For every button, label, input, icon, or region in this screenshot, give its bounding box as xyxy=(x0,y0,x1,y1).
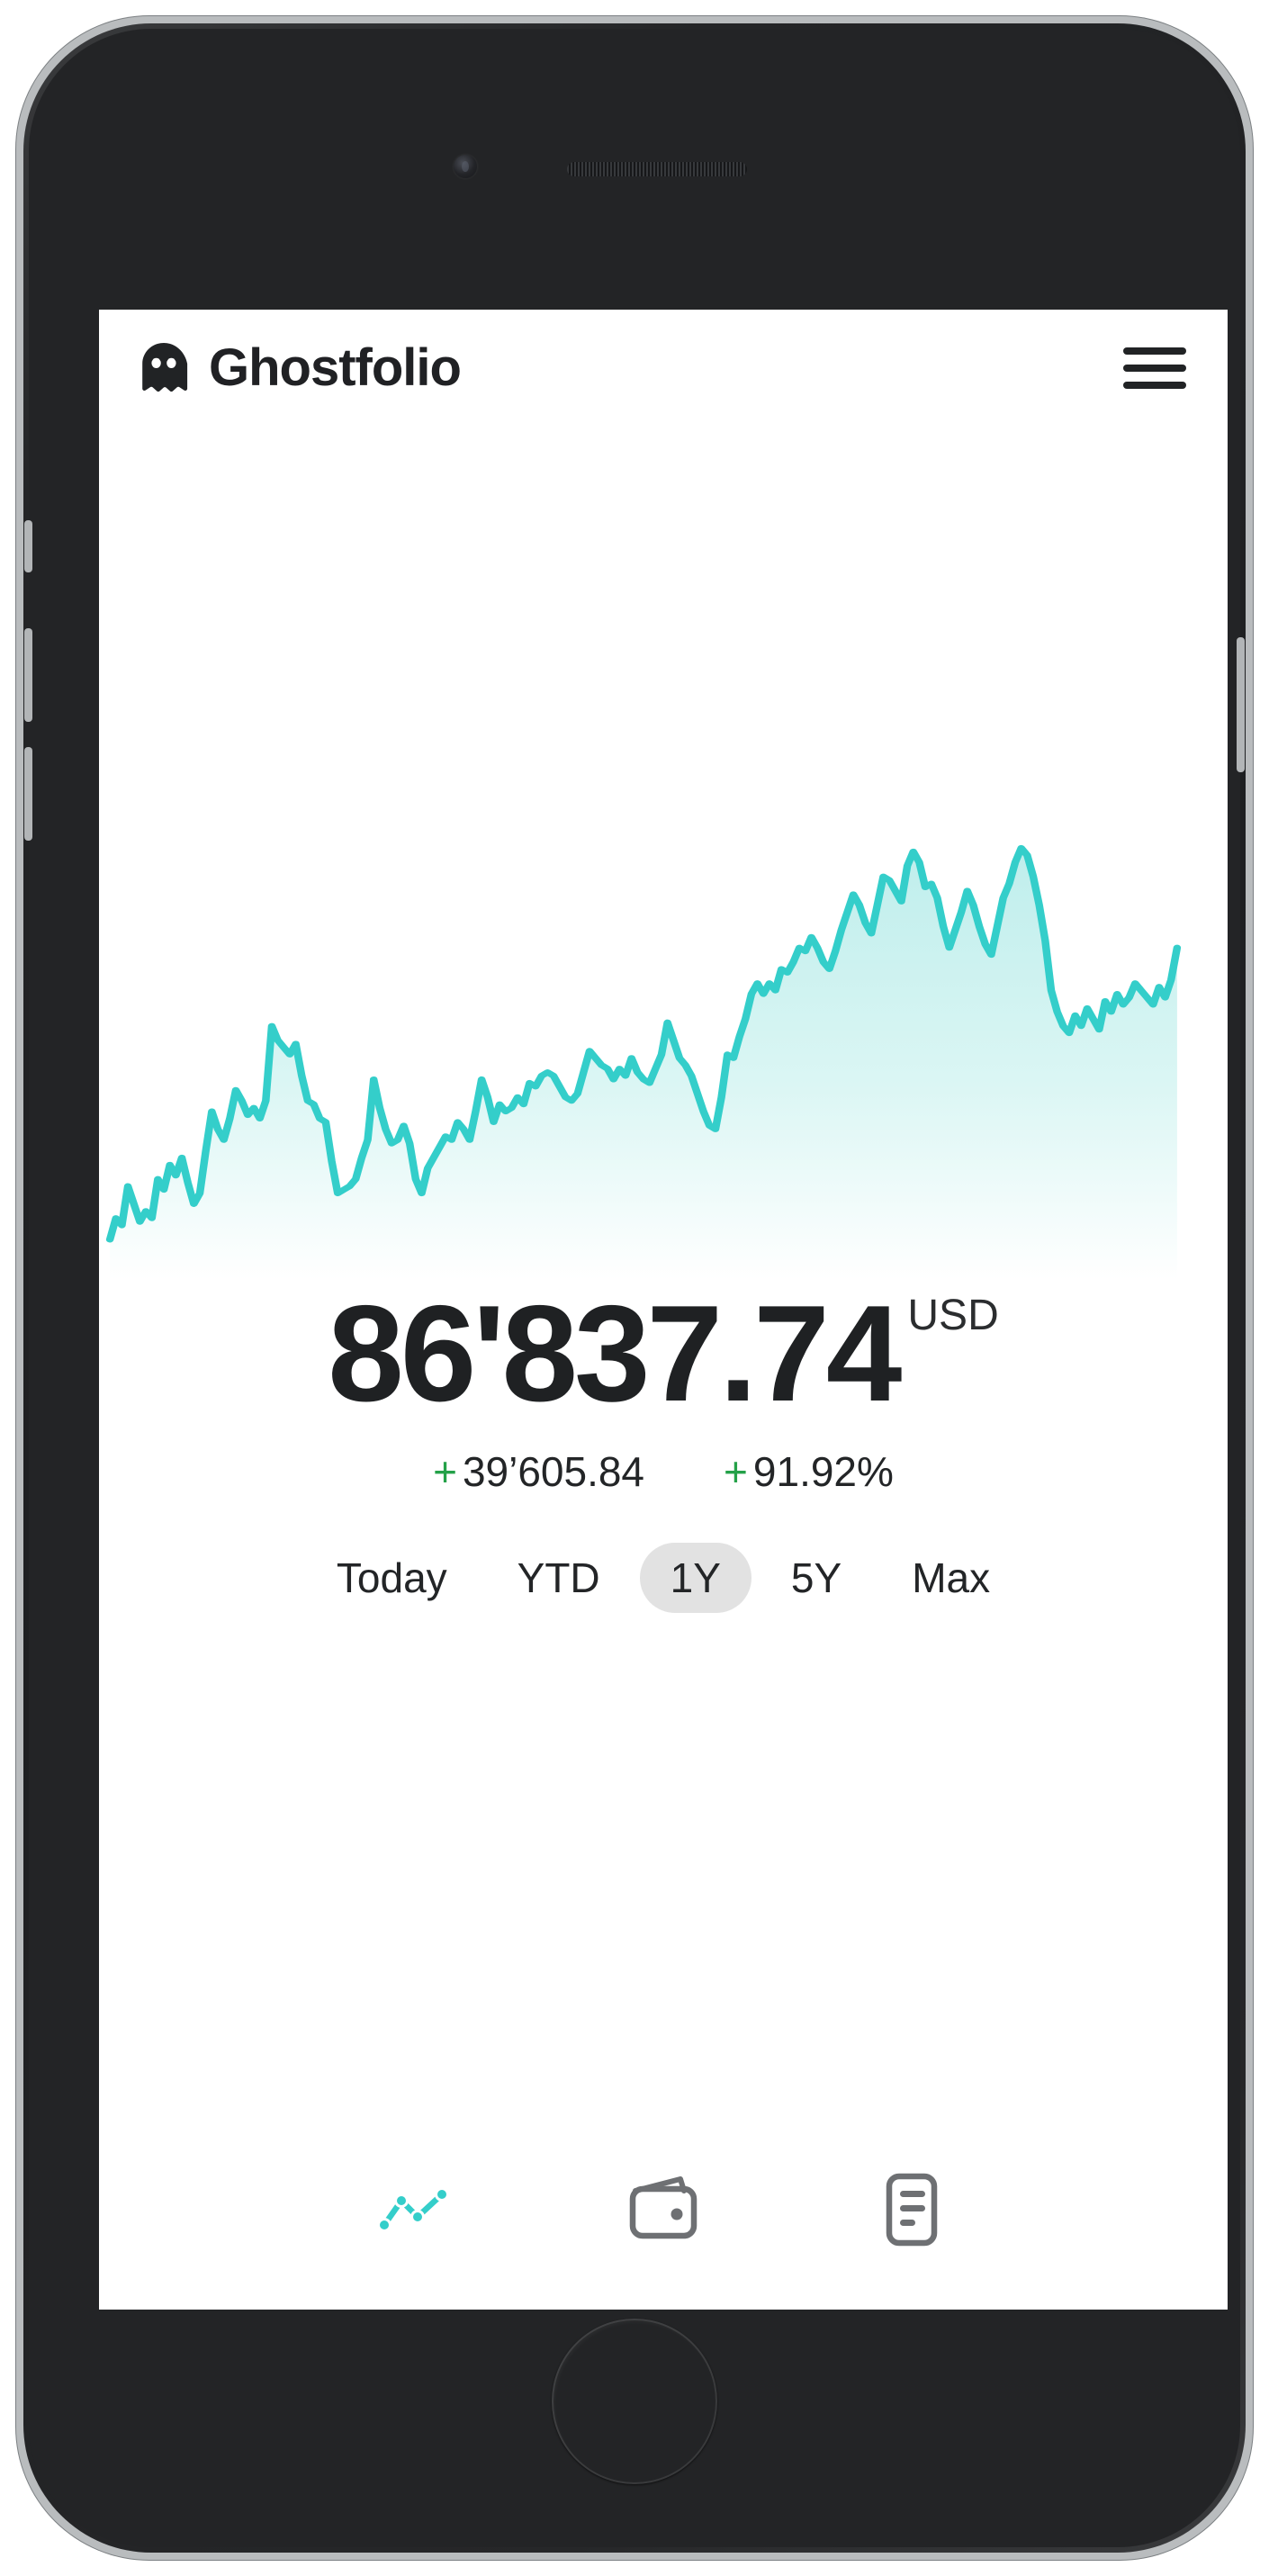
percent-change: +91.92% xyxy=(724,1451,894,1492)
power-button[interactable] xyxy=(1237,637,1245,772)
app-header: Ghostfolio xyxy=(99,310,1228,427)
earpiece-speaker xyxy=(567,162,747,176)
portfolio-chart-container[interactable] xyxy=(99,805,1228,1280)
line-chart-icon xyxy=(376,2183,454,2237)
document-icon xyxy=(879,2172,944,2247)
main-content: 86'837.74 USD +39’605.84 +91.92% xyxy=(99,427,1228,2133)
phone-body: Ghostfolio xyxy=(23,23,1246,2553)
range-tab-1y[interactable]: 1Y xyxy=(639,1542,752,1613)
volume-down-button[interactable] xyxy=(24,747,32,841)
volume-up-button[interactable] xyxy=(24,628,32,722)
portfolio-value-chart[interactable] xyxy=(99,805,1188,1280)
nav-item-overview[interactable] xyxy=(368,2170,462,2249)
portfolio-value: 86'837.74 xyxy=(328,1277,902,1430)
brand-name: Ghostfolio xyxy=(209,338,462,397)
nav-item-summary[interactable] xyxy=(865,2170,958,2249)
home-button[interactable] xyxy=(552,2319,717,2484)
portfolio-value-block: 86'837.74 USD +39’605.84 +91.92% xyxy=(99,1277,1228,1492)
nav-item-portfolio[interactable] xyxy=(616,2170,710,2249)
absolute-change-value: 39’605.84 xyxy=(462,1447,645,1495)
ghost-icon xyxy=(142,343,188,392)
range-tab-5y[interactable]: 5Y xyxy=(790,1554,842,1601)
range-tab-today[interactable]: Today xyxy=(336,1554,447,1601)
currency-label: USD xyxy=(907,1292,999,1339)
phone-inner-bezel: Ghostfolio xyxy=(29,29,1240,2547)
percent-change-sign: + xyxy=(724,1447,748,1495)
chart-area-fill xyxy=(110,848,1177,1280)
phone-device-frame: Ghostfolio xyxy=(16,16,1253,2560)
range-tab-ytd[interactable]: YTD xyxy=(517,1554,600,1601)
menu-bar-1 xyxy=(1123,347,1186,355)
percent-change-value: 91.92% xyxy=(752,1447,894,1495)
brand-logo[interactable]: Ghostfolio xyxy=(139,338,462,397)
menu-bar-2 xyxy=(1123,365,1186,372)
bottom-navigation xyxy=(99,2133,1228,2310)
absolute-change-sign: + xyxy=(433,1447,457,1495)
hamburger-menu-icon[interactable] xyxy=(1121,342,1188,394)
portfolio-change-row: +39’605.84 +91.92% xyxy=(99,1451,1228,1492)
phone-screen: Ghostfolio xyxy=(99,310,1228,2310)
chart-line xyxy=(105,844,1182,1243)
absolute-change: +39’605.84 xyxy=(433,1451,644,1492)
date-range-tabs[interactable]: Today YTD 1Y 5Y Max xyxy=(99,1542,1228,1613)
range-tab-max[interactable]: Max xyxy=(912,1554,991,1601)
front-camera-icon xyxy=(454,155,477,178)
chart-top-spacer xyxy=(99,427,1228,805)
portfolio-value-row: 86'837.74 USD xyxy=(99,1277,1228,1430)
menu-bar-3 xyxy=(1123,382,1186,389)
silent-switch-button[interactable] xyxy=(24,520,32,572)
wallet-icon xyxy=(625,2176,702,2243)
